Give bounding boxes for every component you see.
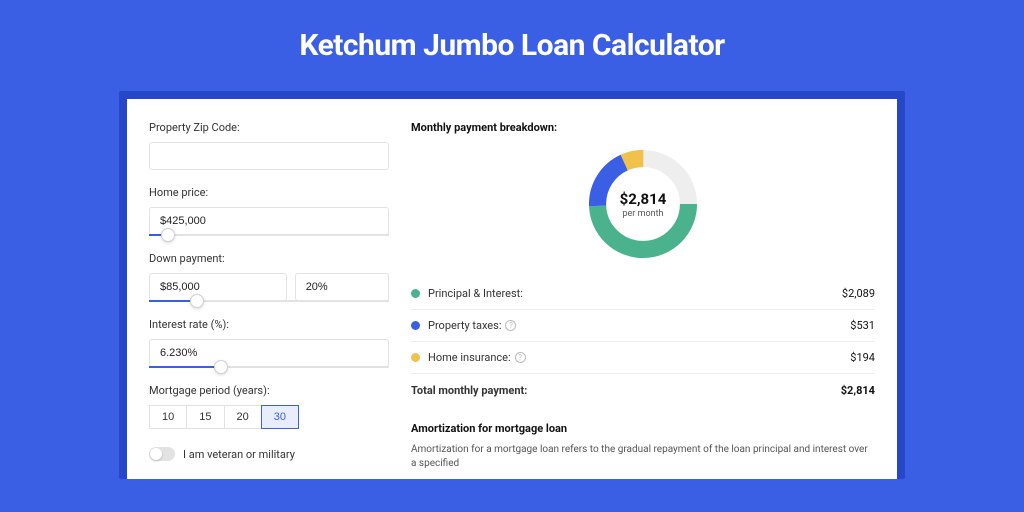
rate-slider-fill xyxy=(149,366,221,368)
calculator-panel: Property Zip Code: Home price: Down paym… xyxy=(127,99,897,479)
legend-row-insurance: Home insurance: ? $194 xyxy=(411,342,875,374)
form-column: Property Zip Code: Home price: Down paym… xyxy=(149,121,389,479)
donut-sub: per month xyxy=(622,209,663,219)
legend-value-total: $2,814 xyxy=(841,384,875,397)
legend-label-total: Total monthly payment: xyxy=(411,384,841,397)
legend-value-taxes: $531 xyxy=(850,319,875,332)
legend-value-insurance: $194 xyxy=(850,351,875,364)
veteran-toggle-knob xyxy=(150,448,162,460)
page-root: Ketchum Jumbo Loan Calculator Property Z… xyxy=(0,0,1024,512)
legend-label-insurance: Home insurance: ? xyxy=(428,351,850,364)
period-label: Mortgage period (years): xyxy=(149,384,389,397)
legend-text-principal: Principal & Interest: xyxy=(428,287,523,300)
veteran-toggle[interactable] xyxy=(149,447,175,461)
donut-wrap: $2,814 per month xyxy=(411,144,875,264)
field-zip: Property Zip Code: xyxy=(149,121,389,170)
legend-label-taxes: Property taxes: ? xyxy=(428,319,850,332)
legend-row-total: Total monthly payment: $2,814 xyxy=(411,374,875,406)
field-rate: Interest rate (%): xyxy=(149,318,389,368)
period-btn-10[interactable]: 10 xyxy=(149,405,187,429)
swatch-taxes xyxy=(411,321,420,330)
rate-slider[interactable] xyxy=(149,366,389,368)
veteran-label: I am veteran or military xyxy=(183,448,295,461)
period-options: 10 15 20 30 xyxy=(149,405,389,429)
breakdown-title: Monthly payment breakdown: xyxy=(411,121,875,134)
panel-shadow: Property Zip Code: Home price: Down paym… xyxy=(119,91,905,479)
amortization-text: Amortization for a mortgage loan refers … xyxy=(411,443,875,471)
amortization-title: Amortization for mortgage loan xyxy=(411,422,875,435)
donut-center: $2,814 per month xyxy=(583,144,703,264)
donut-amount: $2,814 xyxy=(620,190,667,208)
down-slider-thumb[interactable] xyxy=(190,294,204,308)
page-title: Ketchum Jumbo Loan Calculator xyxy=(299,28,724,63)
swatch-insurance xyxy=(411,353,420,362)
legend-text-insurance: Home insurance: xyxy=(428,351,511,364)
price-slider[interactable] xyxy=(149,234,389,236)
zip-input[interactable] xyxy=(149,142,389,170)
donut-chart: $2,814 per month xyxy=(583,144,703,264)
down-percent-input[interactable] xyxy=(295,273,389,301)
legend-label-principal: Principal & Interest: xyxy=(428,287,842,300)
swatch-principal xyxy=(411,289,420,298)
down-amount-input[interactable] xyxy=(149,273,287,301)
period-btn-20[interactable]: 20 xyxy=(224,405,262,429)
price-slider-thumb[interactable] xyxy=(161,228,175,242)
period-btn-30[interactable]: 30 xyxy=(261,405,299,429)
rate-label: Interest rate (%): xyxy=(149,318,389,331)
legend-row-principal: Principal & Interest: $2,089 xyxy=(411,278,875,310)
rate-input[interactable] xyxy=(149,339,389,367)
breakdown-column: Monthly payment breakdown: xyxy=(411,121,875,479)
field-period: Mortgage period (years): 10 15 20 30 xyxy=(149,384,389,429)
rate-slider-thumb[interactable] xyxy=(214,360,228,374)
price-label: Home price: xyxy=(149,186,389,199)
down-slider[interactable] xyxy=(149,300,389,302)
down-label: Down payment: xyxy=(149,252,389,265)
field-down: Down payment: xyxy=(149,252,389,302)
legend-row-taxes: Property taxes: ? $531 xyxy=(411,310,875,342)
legend-value-principal: $2,089 xyxy=(842,287,875,300)
field-veteran: I am veteran or military xyxy=(149,447,389,461)
price-input[interactable] xyxy=(149,207,389,235)
period-btn-15[interactable]: 15 xyxy=(186,405,224,429)
help-icon[interactable]: ? xyxy=(515,352,526,363)
zip-label: Property Zip Code: xyxy=(149,121,389,134)
legend-text-taxes: Property taxes: xyxy=(428,319,501,332)
field-price: Home price: xyxy=(149,186,389,236)
help-icon[interactable]: ? xyxy=(505,320,516,331)
